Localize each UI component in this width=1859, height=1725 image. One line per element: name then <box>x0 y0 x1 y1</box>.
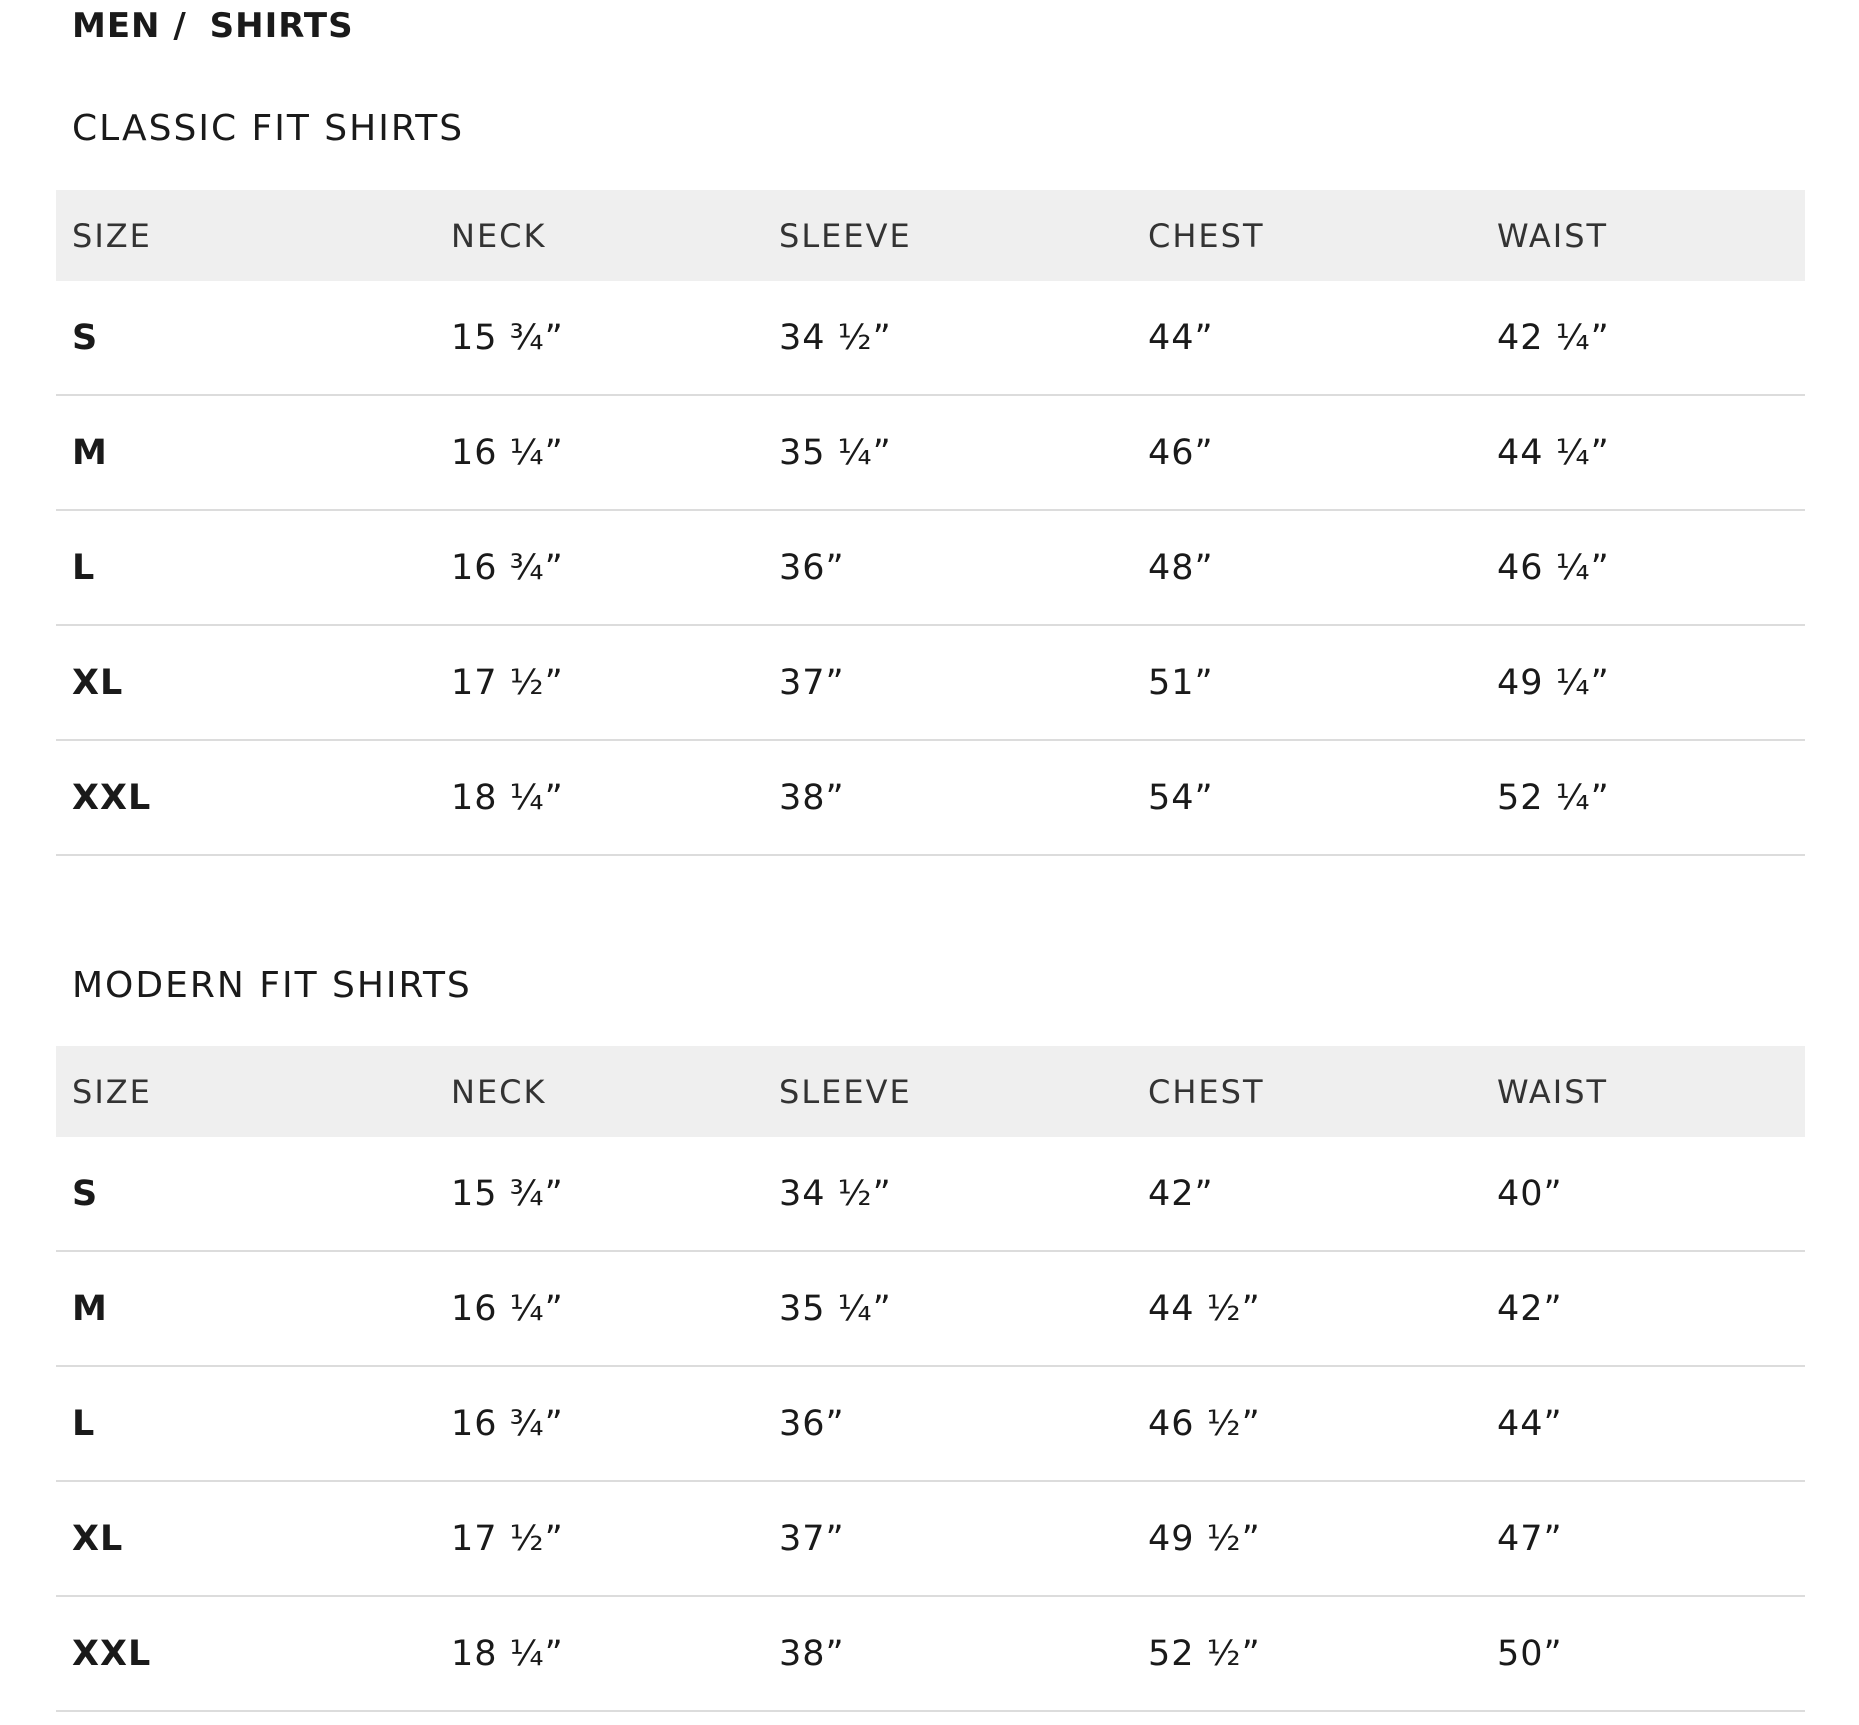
column-header-neck: NECK <box>451 1072 547 1111</box>
chest-value: 51” <box>1148 662 1214 703</box>
modern-fit-title: MODERN FIT SHIRTS <box>72 965 472 1006</box>
breadcrumb-shirts: SHIRTS <box>209 6 354 46</box>
waist-value: 42” <box>1497 1288 1563 1329</box>
waist-value: 44” <box>1497 1403 1563 1444</box>
waist-value: 52 ¼” <box>1497 777 1610 818</box>
modern-fit-table: SIZE NECK SLEEVE CHEST WAIST S 15 ¾” 34 ½” 42” 40… <box>56 1046 1805 1712</box>
sleeve-value: 36” <box>779 547 845 588</box>
column-header-chest: CHEST <box>1148 216 1265 255</box>
sleeve-value: 38” <box>779 777 845 818</box>
neck-value: 16 ¼” <box>451 1288 564 1329</box>
column-header-neck: NECK <box>451 216 547 255</box>
size-label: L <box>72 547 96 588</box>
sleeve-value: 34 ½” <box>779 1173 892 1214</box>
chest-value: 46” <box>1148 432 1214 473</box>
table-row: L 16 ¾” 36” 48” 46 ¼” <box>56 511 1805 626</box>
classic-fit-table: SIZE NECK SLEEVE CHEST WAIST S 15 ¾” 34 ½” 44” 42… <box>56 190 1805 856</box>
waist-value: 47” <box>1497 1518 1563 1559</box>
neck-value: 15 ¾” <box>451 1173 564 1214</box>
neck-value: 17 ½” <box>451 1518 564 1559</box>
table-row: M 16 ¼” 35 ¼” 44 ½” 42” <box>56 1252 1805 1367</box>
size-label: M <box>72 1288 108 1329</box>
waist-value: 40” <box>1497 1173 1563 1214</box>
sleeve-value: 36” <box>779 1403 845 1444</box>
size-label: S <box>72 317 99 358</box>
column-header-size: SIZE <box>72 1072 152 1111</box>
size-label: L <box>72 1403 96 1444</box>
table-row: L 16 ¾” 36” 46 ½” 44” <box>56 1367 1805 1482</box>
table-row: XXL 18 ¼” 38” 52 ½” 50” <box>56 1597 1805 1712</box>
chest-value: 49 ½” <box>1148 1518 1261 1559</box>
table-header: SIZE NECK SLEEVE CHEST WAIST <box>56 190 1805 281</box>
sleeve-value: 35 ¼” <box>779 1288 892 1329</box>
table-row: XXL 18 ¼” 38” 54” 52 ¼” <box>56 741 1805 856</box>
sleeve-value: 38” <box>779 1633 845 1674</box>
table-row: M 16 ¼” 35 ¼” 46” 44 ¼” <box>56 396 1805 511</box>
neck-value: 15 ¾” <box>451 317 564 358</box>
table-row: S 15 ¾” 34 ½” 44” 42 ¼” <box>56 281 1805 396</box>
column-header-size: SIZE <box>72 216 152 255</box>
neck-value: 18 ¼” <box>451 1633 564 1674</box>
column-header-chest: CHEST <box>1148 1072 1265 1111</box>
sleeve-value: 35 ¼” <box>779 432 892 473</box>
waist-value: 50” <box>1497 1633 1563 1674</box>
waist-value: 49 ¼” <box>1497 662 1610 703</box>
size-label: XXL <box>72 777 152 818</box>
column-header-sleeve: SLEEVE <box>779 1072 912 1111</box>
neck-value: 16 ¾” <box>451 1403 564 1444</box>
chest-value: 54” <box>1148 777 1214 818</box>
waist-value: 44 ¼” <box>1497 432 1610 473</box>
sleeve-value: 34 ½” <box>779 317 892 358</box>
column-header-waist: WAIST <box>1497 1072 1609 1111</box>
sleeve-value: 37” <box>779 1518 845 1559</box>
waist-value: 42 ¼” <box>1497 317 1610 358</box>
chest-value: 42” <box>1148 1173 1214 1214</box>
neck-value: 16 ¼” <box>451 432 564 473</box>
chest-value: 44” <box>1148 317 1214 358</box>
waist-value: 46 ¼” <box>1497 547 1610 588</box>
table-row: S 15 ¾” 34 ½” 42” 40” <box>56 1137 1805 1252</box>
breadcrumb: MEN / SHIRTS <box>72 6 364 46</box>
sleeve-value: 37” <box>779 662 845 703</box>
table-row: XL 17 ½” 37” 49 ½” 47” <box>56 1482 1805 1597</box>
size-label: M <box>72 432 108 473</box>
table-header: SIZE NECK SLEEVE CHEST WAIST <box>56 1046 1805 1137</box>
classic-fit-title: CLASSIC FIT SHIRTS <box>72 108 465 149</box>
neck-value: 18 ¼” <box>451 777 564 818</box>
size-label: XL <box>72 1518 124 1559</box>
neck-value: 16 ¾” <box>451 547 564 588</box>
column-header-sleeve: SLEEVE <box>779 216 912 255</box>
breadcrumb-men[interactable]: MEN / <box>72 6 187 46</box>
chest-value: 48” <box>1148 547 1214 588</box>
column-header-waist: WAIST <box>1497 216 1609 255</box>
table-row: XL 17 ½” 37” 51” 49 ¼” <box>56 626 1805 741</box>
chest-value: 46 ½” <box>1148 1403 1261 1444</box>
chest-value: 52 ½” <box>1148 1633 1261 1674</box>
size-label: XL <box>72 662 124 703</box>
neck-value: 17 ½” <box>451 662 564 703</box>
size-label: S <box>72 1173 99 1214</box>
size-label: XXL <box>72 1633 152 1674</box>
chest-value: 44 ½” <box>1148 1288 1261 1329</box>
